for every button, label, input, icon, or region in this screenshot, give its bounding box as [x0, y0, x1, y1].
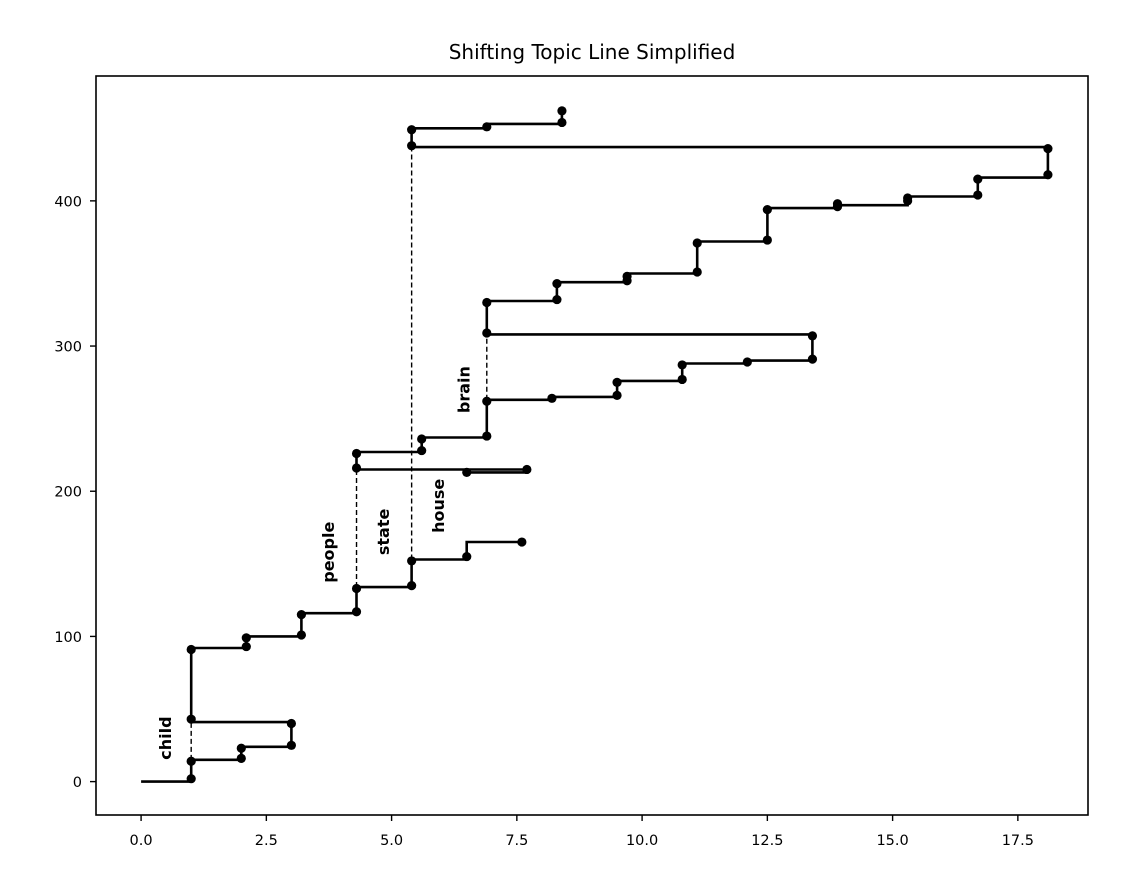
data-point: [522, 464, 532, 475]
data-point: [462, 551, 472, 562]
x-tick-label: 10.0: [626, 833, 658, 849]
data-point: [286, 718, 296, 729]
data-points: [186, 106, 1053, 784]
topic-label-brain: brain: [454, 366, 473, 413]
x-tick-label: 7.5: [505, 833, 528, 849]
data-point: [351, 448, 362, 459]
data-point: [762, 204, 772, 215]
y-axis: 0 100 200 300 400: [54, 194, 96, 791]
data-point: [482, 328, 492, 338]
data-point: [417, 434, 427, 444]
data-point: [832, 199, 843, 209]
x-tick-label: 12.5: [751, 833, 783, 849]
x-tick-label: 5.0: [380, 833, 403, 849]
data-point: [1043, 170, 1053, 180]
dashed-connectors: [190, 147, 488, 760]
x-tick-label: 0.0: [130, 833, 153, 849]
topic-labels: child people state house brain: [156, 366, 473, 760]
data-point: [351, 607, 362, 617]
data-point: [462, 467, 472, 477]
data-point: [407, 141, 417, 151]
data-point: [557, 117, 567, 128]
data-point: [1043, 143, 1053, 154]
data-point: [407, 125, 417, 135]
data-point: [241, 633, 251, 643]
chart-title: Shifting Topic Line Simplified: [449, 40, 736, 64]
data-point: [482, 122, 492, 132]
y-tick-label: 100: [54, 630, 82, 646]
x-tick-label: 15.0: [876, 833, 908, 849]
data-point: [692, 238, 702, 248]
series-line: [410, 109, 1048, 149]
series-line: [189, 540, 522, 724]
data-point: [186, 774, 196, 784]
data-point: [236, 743, 246, 753]
data-point: [677, 360, 687, 370]
data-point: [552, 294, 562, 305]
data-point: [612, 390, 622, 401]
data-point: [742, 357, 752, 367]
data-point: [517, 537, 527, 547]
data-point: [903, 193, 913, 203]
step-lines: [141, 109, 1050, 783]
data-point: [241, 641, 251, 652]
topic-label-child: child: [156, 716, 175, 759]
data-point: [547, 393, 557, 403]
x-axis: 0.0 2.5 5.0 7.5 10.0 12.5 15.0 17.5: [130, 815, 1034, 849]
data-point: [186, 714, 196, 724]
data-point: [236, 753, 246, 763]
data-point: [296, 610, 307, 620]
data-point: [186, 644, 196, 655]
plot-area-frame: [95, 75, 1089, 816]
data-point: [296, 630, 307, 640]
data-point: [407, 556, 417, 566]
data-point: [351, 583, 362, 594]
data-point: [557, 106, 567, 116]
topic-label-people: people: [319, 522, 338, 583]
data-point: [286, 740, 296, 750]
x-tick-label: 17.5: [1002, 833, 1034, 849]
topic-label-house: house: [429, 479, 448, 533]
data-point: [407, 581, 417, 591]
y-tick-label: 200: [54, 485, 82, 501]
data-point: [692, 267, 702, 277]
data-point: [622, 271, 632, 281]
topic-label-state: state: [374, 509, 393, 556]
x-tick-label: 2.5: [255, 833, 278, 849]
data-point: [351, 463, 362, 473]
data-point: [552, 279, 562, 289]
data-point: [973, 174, 983, 184]
data-point: [677, 374, 687, 385]
data-point: [482, 297, 492, 308]
y-tick-label: 0: [73, 775, 82, 791]
data-point: [807, 331, 818, 341]
data-point: [417, 445, 427, 456]
y-tick-label: 300: [54, 340, 82, 356]
data-point: [482, 396, 492, 406]
y-tick-label: 400: [54, 194, 82, 210]
data-point: [482, 431, 492, 441]
data-point: [186, 756, 196, 766]
data-point: [612, 377, 622, 387]
data-point: [973, 190, 983, 200]
data-point: [762, 235, 772, 245]
data-point: [807, 354, 818, 364]
